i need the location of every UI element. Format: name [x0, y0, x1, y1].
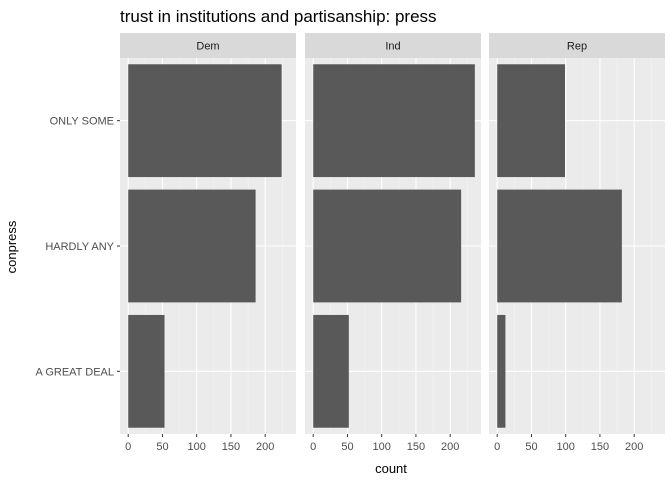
x-tick-label: 0: [310, 441, 316, 453]
facet-rep: Rep 0 50 100 150 200: [489, 33, 665, 453]
facet-ind: Ind 0 50 100 150 200: [305, 33, 481, 453]
y-tick-label: ONLY SOME: [50, 116, 114, 128]
x-tick-label: 0: [494, 441, 500, 453]
x-tick-label: 150: [407, 441, 425, 453]
x-tick-label: 0: [125, 441, 131, 453]
x-tick-label: 100: [373, 441, 391, 453]
facet-strip: [305, 33, 481, 58]
x-tick-label: 100: [557, 441, 575, 453]
y-tick-label: HARDLY ANY: [45, 241, 114, 253]
bar-dem-1: [128, 189, 256, 303]
x-tick-label: 200: [441, 441, 459, 453]
bar-rep-0: [497, 64, 566, 178]
bar-ind-2: [313, 314, 349, 428]
y-axis: ONLY SOME HARDLY ANY A GREAT DEAL: [36, 116, 120, 378]
x-tick-label: 150: [222, 441, 240, 453]
bar-ind-0: [313, 64, 475, 178]
y-axis-title: conpress: [4, 220, 19, 273]
bar-dem-2: [128, 314, 165, 428]
x-tick-label: 50: [341, 441, 353, 453]
facet-label: Ind: [385, 41, 400, 53]
x-axis-title: count: [375, 461, 407, 476]
facet-label: Dem: [196, 41, 219, 53]
y-tick-label: A GREAT DEAL: [36, 366, 114, 378]
facet-dem: Dem 0 50 100 150 200: [120, 33, 296, 453]
facet-strip: [489, 33, 665, 58]
x-tick-label: 50: [525, 441, 537, 453]
facet-strip: [120, 33, 296, 58]
chart-title: trust in institutions and partisanship: …: [120, 7, 437, 26]
x-tick-label: 50: [156, 441, 168, 453]
facet-panels: Dem 0 50 100 150 200 Ind 0 50 100 150 200 Rep 0 50 100 1…: [120, 33, 665, 453]
facet-label: Rep: [567, 41, 587, 53]
bar-rep-2: [497, 314, 506, 428]
bar-rep-1: [497, 189, 622, 303]
x-tick-label: 150: [591, 441, 609, 453]
x-tick-label: 200: [256, 441, 274, 453]
x-tick-label: 200: [625, 441, 643, 453]
bar-ind-1: [313, 189, 462, 303]
x-tick-label: 100: [188, 441, 206, 453]
bar-dem-0: [128, 64, 282, 178]
